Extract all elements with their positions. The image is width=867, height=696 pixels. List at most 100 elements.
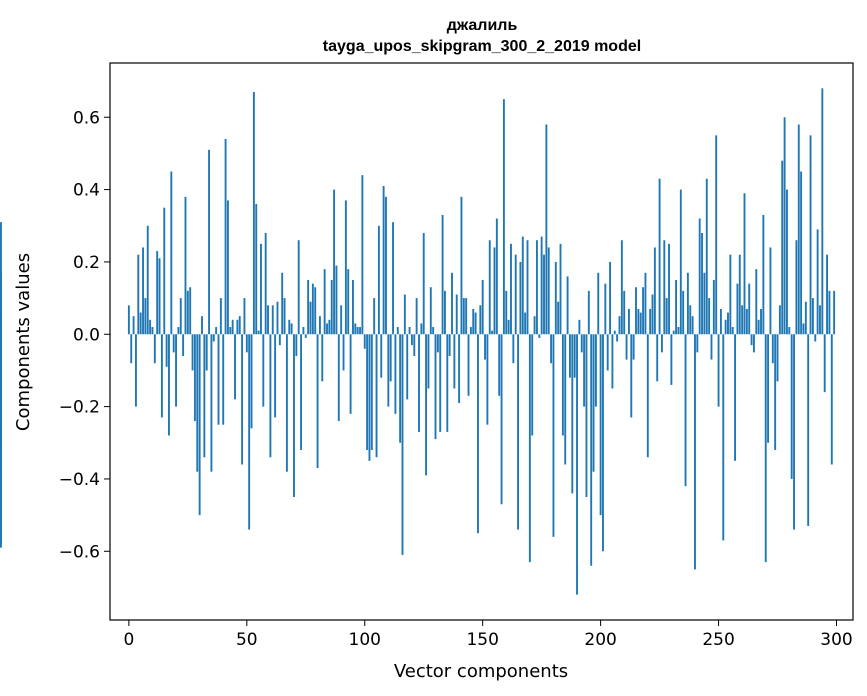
bar <box>814 334 817 342</box>
bar <box>382 185 385 335</box>
bar <box>762 214 765 335</box>
bar <box>826 254 828 335</box>
bar <box>498 334 501 396</box>
bar <box>819 305 821 335</box>
bar <box>625 334 628 360</box>
bar <box>234 334 236 400</box>
bar <box>396 327 399 335</box>
bar <box>314 287 317 335</box>
chart-subtitle: tayga_upos_skipgram_300_2_2019 model <box>323 38 641 55</box>
bar <box>441 214 444 335</box>
bar <box>623 290 626 335</box>
bar <box>243 298 246 335</box>
bar <box>311 283 314 335</box>
bar <box>217 334 220 425</box>
bar <box>724 319 727 335</box>
bar <box>554 261 557 335</box>
bar <box>363 334 366 349</box>
bar <box>231 319 234 335</box>
bar <box>618 316 621 335</box>
bar <box>684 334 687 487</box>
bar <box>316 334 319 469</box>
bar <box>300 334 302 451</box>
y-axis-label: Components values <box>13 253 34 431</box>
bar <box>0 222 2 335</box>
bar <box>823 334 826 393</box>
bar <box>177 327 180 335</box>
bar <box>524 312 527 335</box>
bar <box>552 334 555 537</box>
bar <box>333 189 336 335</box>
bar <box>342 334 345 371</box>
y-tick-label: 0.6 <box>73 108 100 128</box>
bar <box>356 327 359 335</box>
bar <box>630 334 633 418</box>
bar <box>274 334 277 418</box>
bar <box>304 334 307 338</box>
bar <box>564 334 567 465</box>
bar <box>517 334 520 530</box>
bar <box>434 334 437 440</box>
bar <box>127 305 130 335</box>
bar <box>252 91 255 335</box>
bar <box>620 240 623 335</box>
bar <box>722 334 725 541</box>
bar <box>410 334 413 346</box>
bar <box>146 225 149 335</box>
bar <box>212 334 215 342</box>
bar <box>800 171 803 335</box>
bar <box>795 240 798 335</box>
bar <box>764 334 767 563</box>
bar <box>708 298 711 335</box>
bar <box>533 316 536 335</box>
bar <box>460 196 463 335</box>
bar <box>446 334 449 432</box>
bar <box>236 319 239 335</box>
bar <box>616 334 619 342</box>
bar <box>361 175 364 335</box>
bar <box>422 232 425 335</box>
bar <box>602 334 604 552</box>
bar <box>335 265 338 335</box>
bar <box>597 272 600 335</box>
bar <box>651 294 654 335</box>
bar <box>802 323 805 335</box>
bar <box>783 117 786 335</box>
bar <box>828 290 831 335</box>
bar <box>210 334 213 472</box>
bar <box>172 334 175 353</box>
bar <box>359 327 361 335</box>
bar <box>193 334 196 422</box>
bar <box>413 334 416 356</box>
bar <box>668 243 670 335</box>
y-tick-label: −0.2 <box>59 398 100 418</box>
bar <box>184 196 187 335</box>
bar <box>545 124 548 335</box>
bar <box>738 254 741 335</box>
y-tick-label: 0.4 <box>73 181 100 201</box>
bar <box>330 280 333 335</box>
x-tick-label: 50 <box>236 630 258 650</box>
bar <box>474 312 477 335</box>
bar <box>420 323 423 335</box>
bar <box>179 298 182 335</box>
y-tick-label: 0.2 <box>73 253 100 273</box>
bar <box>469 327 472 335</box>
bar <box>337 334 340 422</box>
bar <box>778 305 781 335</box>
bar <box>500 334 503 505</box>
bar <box>672 330 675 335</box>
bar <box>387 334 390 407</box>
bar <box>198 334 201 516</box>
bar <box>686 272 689 335</box>
bar <box>561 334 564 436</box>
bar <box>734 334 737 461</box>
bar <box>377 225 380 335</box>
chart-title: джалиль <box>447 17 518 34</box>
bar <box>538 334 541 338</box>
bar <box>462 298 465 335</box>
bar <box>807 334 810 526</box>
bar <box>156 251 159 335</box>
bar <box>790 334 793 479</box>
bar <box>467 334 470 396</box>
